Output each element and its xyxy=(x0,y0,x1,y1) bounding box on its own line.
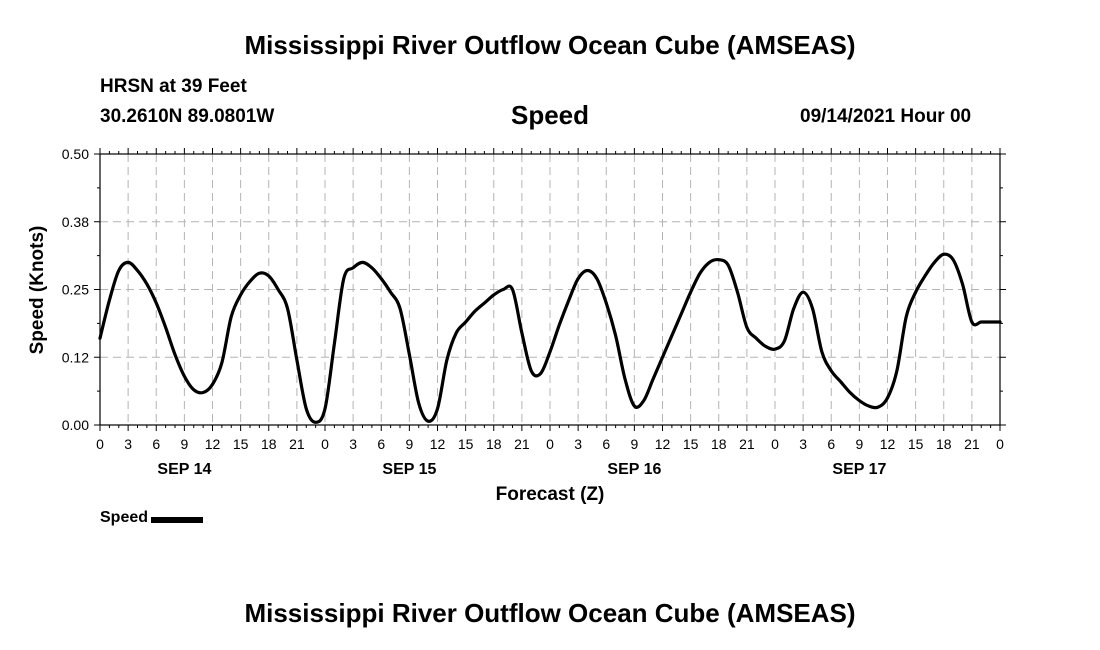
x-tick-label: 6 xyxy=(152,436,160,452)
x-tick-label: 21 xyxy=(739,436,755,452)
y-tick-label: 0.50 xyxy=(62,146,89,162)
x-tick-label: 12 xyxy=(430,436,446,452)
x-tick-label: 12 xyxy=(205,436,221,452)
x-tick-label: 6 xyxy=(827,436,835,452)
y-tick-label: 0.38 xyxy=(62,214,89,230)
x-tick-label: 0 xyxy=(321,436,329,452)
plot-frame xyxy=(99,153,1001,426)
x-tick-label: 3 xyxy=(349,436,357,452)
day-label: SEP 14 xyxy=(157,461,211,478)
x-tick-label: 6 xyxy=(602,436,610,452)
x-tick-label: 15 xyxy=(233,436,249,452)
x-tick-label: 15 xyxy=(683,436,699,452)
forecast-datetime: 09/14/2021 Hour 00 xyxy=(800,106,972,127)
x-tick-label: 21 xyxy=(289,436,305,452)
x-tick-label: 0 xyxy=(546,436,554,452)
series-layer xyxy=(98,252,1002,424)
legend-swatch xyxy=(151,517,204,523)
page-title-top: Mississippi River Outflow Ocean Cube (AM… xyxy=(244,30,856,60)
day-label: SEP 17 xyxy=(832,461,886,478)
chart-title: Speed xyxy=(510,100,590,130)
axis-ticks: 0.00 0.12 0.25 0.38 0.50 0 3 6 9 12 15 18 21 0 3 6 9 12 15… xyxy=(62,146,1006,478)
speed-series-line xyxy=(98,252,1002,424)
x-tick-label: 3 xyxy=(124,436,132,452)
x-tick-label: 15 xyxy=(908,436,924,452)
day-label: SEP 16 xyxy=(607,461,661,478)
x-tick-label: 6 xyxy=(377,436,385,452)
x-tick-label: 9 xyxy=(180,436,188,452)
y-tick-label: 0.25 xyxy=(62,282,89,298)
page-title-bottom: Mississippi River Outflow Ocean Cube (AM… xyxy=(244,598,856,628)
x-tick-label: 0 xyxy=(771,436,779,452)
x-tick-label: 18 xyxy=(486,436,502,452)
x-tick-label: 3 xyxy=(574,436,582,452)
legend: Speed xyxy=(100,509,204,527)
y-axis-label: Speed (Knots) xyxy=(27,226,48,355)
day-label: SEP 15 xyxy=(382,461,436,478)
x-tick-label: 9 xyxy=(855,436,863,452)
grid-lines xyxy=(100,154,1000,425)
x-tick-label: 18 xyxy=(711,436,727,452)
x-tick-label: 9 xyxy=(405,436,413,452)
x-tick-label: 18 xyxy=(261,436,277,452)
x-tick-label: 15 xyxy=(458,436,474,452)
station-label: HRSN at 39 Feet xyxy=(100,76,247,97)
x-tick-label: 21 xyxy=(964,436,980,452)
legend-label: Speed xyxy=(100,509,149,526)
x-axis-label: Forecast (Z) xyxy=(496,484,605,505)
x-tick-label: 12 xyxy=(655,436,671,452)
x-tick-label: 0 xyxy=(996,436,1004,452)
x-tick-label: 9 xyxy=(630,436,638,452)
coordinates-label: 30.2610N 89.0801W xyxy=(100,106,275,127)
y-tick-label: 0.12 xyxy=(62,349,89,365)
x-tick-label: 21 xyxy=(514,436,530,452)
x-tick-label: 12 xyxy=(880,436,896,452)
x-tick-label: 3 xyxy=(799,436,807,452)
y-tick-label: 0.00 xyxy=(62,417,89,433)
x-tick-label: 0 xyxy=(96,436,104,452)
x-tick-label: 18 xyxy=(936,436,952,452)
